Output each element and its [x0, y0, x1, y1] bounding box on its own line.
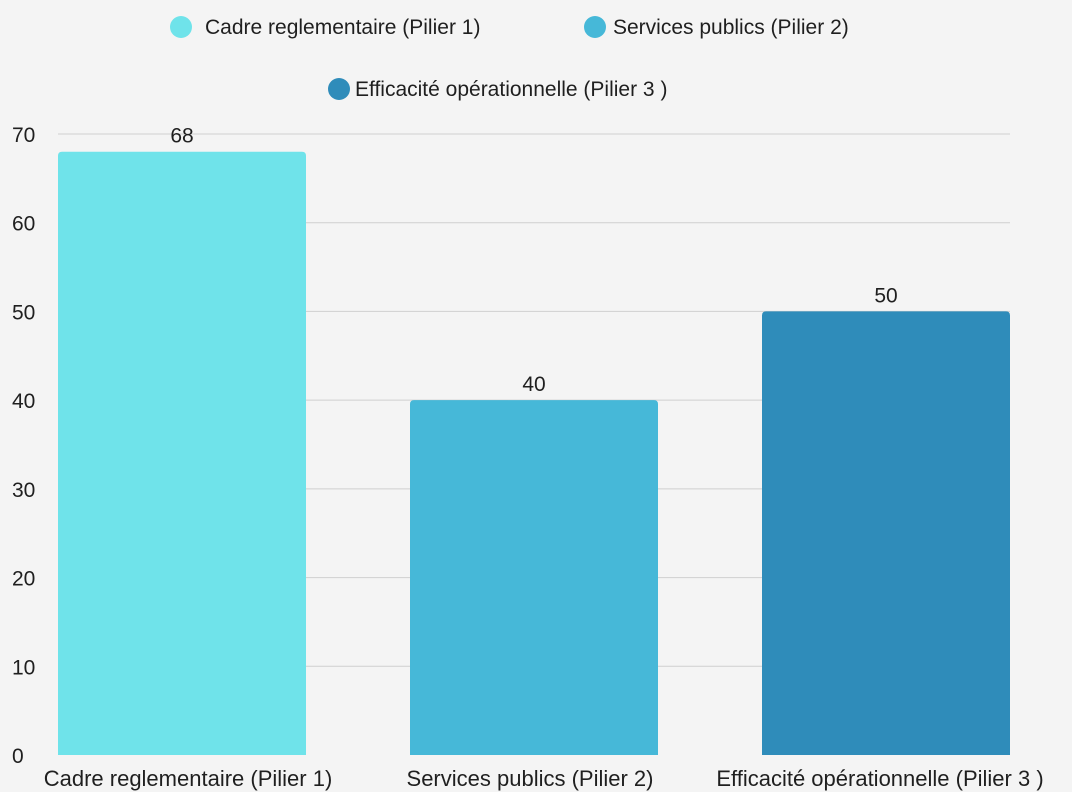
legend-marker [584, 16, 606, 38]
bar-2 [410, 400, 658, 755]
y-tick-label: 70 [12, 124, 35, 147]
x-axis-ticks: Cadre reglementaire (Pilier 1) Services p… [44, 766, 1044, 791]
legend-label: Services publics (Pilier 2) [613, 16, 849, 39]
legend: Cadre reglementaire (Pilier 1) Services p… [170, 16, 849, 101]
bar-3 [762, 311, 1010, 755]
data-labels: 68 40 50 [170, 125, 897, 396]
bars [58, 151, 1010, 755]
x-tick-label: Services publics (Pilier 2) [407, 766, 654, 791]
data-label: 68 [170, 125, 193, 148]
y-tick-label: 40 [12, 390, 35, 413]
y-tick-label: 30 [12, 479, 35, 502]
y-tick-label: 60 [12, 213, 35, 236]
x-tick-label: Cadre reglementaire (Pilier 1) [44, 766, 333, 791]
legend-label: Efficacité opérationnelle (Pilier 3 ) [355, 78, 667, 101]
y-tick-label: 50 [12, 301, 35, 324]
y-tick-label: 10 [12, 656, 35, 679]
legend-marker [170, 16, 192, 38]
legend-label: Cadre reglementaire (Pilier 1) [205, 16, 480, 39]
legend-marker [328, 78, 350, 100]
bar-1 [58, 151, 306, 755]
x-tick-label: Efficacité opérationnelle (Pilier 3 ) [716, 766, 1043, 791]
y-tick-label: 0 [12, 745, 24, 768]
data-label: 40 [522, 373, 545, 396]
y-tick-label: 20 [12, 568, 35, 591]
data-label: 50 [874, 284, 897, 307]
y-axis-ticks: 0 10 20 30 40 50 60 70 [12, 124, 35, 768]
